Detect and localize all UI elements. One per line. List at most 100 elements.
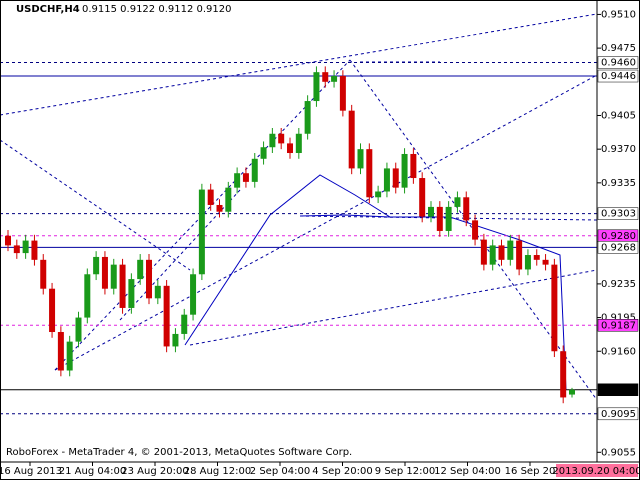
candle-body (445, 206, 452, 231)
candle-body (101, 256, 108, 289)
level-box (597, 407, 639, 421)
candle-body (533, 255, 540, 260)
candle-body (154, 285, 161, 299)
time-box (556, 464, 638, 477)
level-label: 0.9280 (601, 231, 636, 242)
candle-body (551, 264, 558, 352)
y-tick-label: 0.9370 (601, 144, 636, 155)
x-tick-label: 23 Aug 20:00 (121, 466, 188, 477)
candle-body (5, 235, 11, 246)
x-tick-label: 4 Sep 20:00 (312, 466, 372, 477)
candles (5, 66, 575, 404)
footer: RoboForex - MetaTrader 4, © 2001-2013, M… (6, 447, 352, 458)
candle-body (234, 173, 241, 188)
x-tick-label: 21 Aug 04:00 (59, 466, 126, 477)
candle-body (383, 168, 390, 192)
candle-body (304, 101, 311, 134)
candle-body (489, 245, 496, 265)
candle-body (287, 143, 293, 154)
candle-body (339, 76, 346, 111)
candle-body (428, 206, 434, 217)
candle-body (84, 274, 91, 318)
candle-body (146, 259, 152, 299)
level-box (597, 56, 639, 69)
candle-body (401, 153, 408, 188)
candle-body (472, 220, 479, 240)
candle-body (22, 240, 29, 254)
y-tick-label: 0.9510 (601, 9, 636, 20)
candle-body (137, 259, 144, 280)
candle-body (119, 264, 126, 308)
x-tick-label: 12 Sep 04:00 (434, 466, 501, 477)
x-tick-label: 28 Aug 12:00 (184, 466, 251, 477)
candle-body (242, 173, 249, 182)
level-label: 0.9268 (601, 242, 636, 253)
level-label: 0.9095 (601, 409, 636, 420)
x-tick-label: 9 Sep 12:00 (375, 466, 435, 477)
candle-body (172, 333, 179, 347)
candle-body (181, 314, 188, 334)
y-tick-label: 0.9195 (601, 313, 636, 324)
x-tick-label: 2 Sep 04:00 (250, 466, 310, 477)
level-label: 0.9120 (601, 385, 636, 396)
candle-body (40, 259, 47, 289)
candle-body (295, 133, 302, 154)
candle-body (190, 274, 197, 315)
level-box (597, 69, 639, 83)
candle-body (313, 72, 320, 102)
candle-body (357, 149, 364, 169)
candle-body (163, 285, 170, 347)
candle-body (110, 264, 117, 289)
candle-body (278, 133, 285, 144)
x-tick-label: 16 Sep 20 (505, 466, 556, 477)
y-tick-label: 0.9055 (601, 447, 636, 458)
candle-body (542, 259, 549, 265)
quote: 0.9115 0.9122 0.9112 0.9120 (82, 4, 232, 15)
y-tick-label: 0.9235 (601, 279, 636, 290)
current-time: 2013.09.20 04:00 (552, 466, 640, 477)
price-levels (0, 62, 597, 415)
candle-body (507, 240, 514, 260)
candle-body (560, 351, 567, 398)
level-label: 0.9303 (601, 209, 636, 220)
level-box (597, 241, 639, 254)
candle-body (366, 149, 373, 198)
y-tick-label: 0.9475 (601, 43, 636, 54)
candle-body (463, 197, 470, 221)
level-box (597, 207, 639, 220)
candle-body (331, 76, 338, 82)
level-label: 0.9460 (601, 58, 636, 69)
candle-body (454, 197, 461, 207)
candle-body (207, 189, 214, 205)
y-tick-label: 0.9405 (601, 110, 636, 121)
candle-body (375, 191, 382, 198)
candle-body (322, 72, 329, 82)
candle-body (75, 317, 82, 342)
level-label: 0.9446 (601, 71, 636, 82)
axis-labels: 0.9510 0.9475 0.9405 0.9370 0.9335 0.9235 0.91… (0, 9, 640, 477)
candle-body (49, 288, 56, 333)
candle-body (128, 279, 135, 308)
y-tick-label: 0.9335 (601, 178, 636, 189)
candle-body (498, 245, 505, 260)
candle-body (436, 206, 443, 231)
candle-body (251, 158, 258, 182)
candle-body (66, 341, 73, 371)
candle-body (57, 332, 64, 371)
candle-body (225, 187, 232, 212)
y-tick-label: 0.9160 (601, 346, 636, 357)
level-box (597, 319, 639, 332)
x-tick-label: 16 Aug 2013 (0, 466, 62, 477)
candle-body (524, 255, 531, 270)
candle-body (410, 153, 417, 179)
candle-body (260, 147, 267, 159)
candle-body (93, 256, 100, 275)
symbol: USDCHF,H4 (16, 4, 80, 15)
candle-body (348, 110, 355, 169)
candle-body (13, 245, 20, 254)
candle-body (392, 168, 399, 188)
candle-body (419, 178, 426, 217)
level-box (597, 383, 639, 396)
